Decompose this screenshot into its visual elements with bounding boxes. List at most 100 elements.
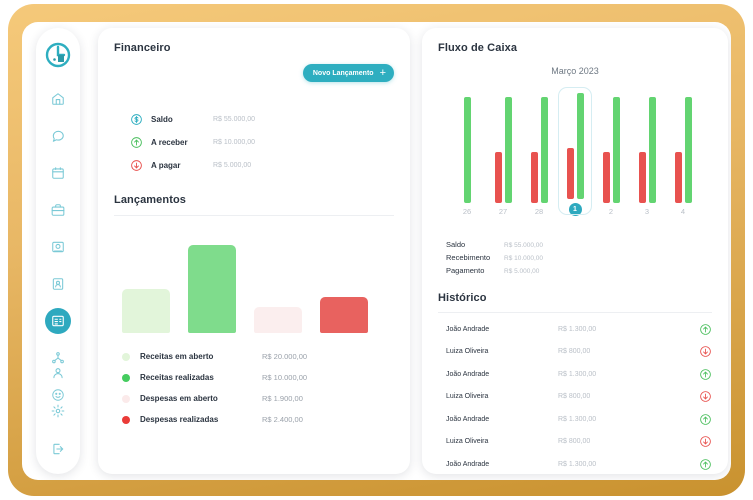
summary-row-a-receber: A receber R$ 10.000,00 <box>130 131 255 153</box>
list-item[interactable]: João Andrade R$ 1.300,00 <box>446 453 712 474</box>
add-entry-label: Novo Lançamento <box>312 69 374 77</box>
fluxo-month-label: Março 2023 <box>551 66 599 76</box>
legend-item: Receitas em aberto R$ 20.000,00 <box>122 346 307 367</box>
day-label: 3 <box>644 207 650 216</box>
fluxo-day-26[interactable]: 26 <box>452 97 482 216</box>
day-label-selected: 1 <box>560 203 590 216</box>
sidebar <box>36 28 80 474</box>
arrow-down-circle-icon <box>699 345 712 358</box>
sidebar-item-briefcase[interactable] <box>45 197 71 223</box>
historico-value: R$ 1.300,00 <box>558 370 597 378</box>
legend-item: Receitas realizadas R$ 10.000,00 <box>122 367 307 388</box>
arrow-down-circle-icon <box>130 159 143 172</box>
fluxo-day-3[interactable]: 3 <box>632 97 662 216</box>
legend-label: Receitas em aberto <box>140 352 214 361</box>
legend-value: R$ 1.900,00 <box>262 394 303 403</box>
bar-receitas-realizadas[interactable] <box>188 245 236 333</box>
sidebar-item-logout[interactable] <box>45 436 71 462</box>
fluxo-day-1-selected[interactable]: 1 <box>558 87 592 216</box>
day-label: 26 <box>462 207 472 216</box>
day-label: 27 <box>498 207 508 216</box>
bar-despesas-realizadas[interactable] <box>320 297 368 333</box>
app-screen: Financeiro Novo Lançamento + Saldo R$ 55… <box>22 22 731 480</box>
total-label: Recebimento <box>446 253 491 262</box>
legend-value: R$ 10.000,00 <box>262 373 308 382</box>
fluxo-title: Fluxo de Caixa <box>438 42 518 54</box>
lancamentos-chart <box>98 233 410 333</box>
list-item[interactable]: João Andrade R$ 1.300,00 <box>446 363 712 386</box>
sidebar-item-help[interactable] <box>45 382 71 408</box>
arrow-up-circle-icon <box>699 323 712 336</box>
historico-name: João Andrade <box>446 415 490 423</box>
total-label: Saldo <box>446 240 466 249</box>
historico-section-header: Histórico <box>438 292 712 313</box>
historico-value: R$ 800,00 <box>558 438 591 446</box>
fluxo-de-caixa-card: Fluxo de Caixa Março 2023 26 <box>422 28 728 474</box>
lancamentos-title: Lançamentos <box>114 194 187 206</box>
add-entry-button[interactable]: Novo Lançamento + <box>302 64 394 82</box>
legend-swatch-icon <box>122 394 130 403</box>
lancamentos-section-header: Lançamentos <box>114 194 394 216</box>
sidebar-item-stamp[interactable] <box>45 234 71 260</box>
total-row-recebimento: Recebimento R$ 10.000,00 <box>446 253 543 266</box>
bar-recebimento <box>612 97 620 203</box>
historico-value: R$ 1.300,00 <box>558 325 597 333</box>
dollar-circle-icon <box>130 113 143 126</box>
list-item[interactable]: Luiza Oliveira R$ 800,00 <box>446 431 712 454</box>
historico-value: R$ 800,00 <box>558 393 591 401</box>
list-item[interactable]: Luiza Oliveira R$ 800,00 <box>446 386 712 409</box>
page-title: Financeiro <box>114 42 171 54</box>
legend-label: Despesas em aberto <box>140 394 218 403</box>
sidebar-item-home[interactable] <box>45 86 71 112</box>
historico-name: Luiza Oliveira <box>446 438 489 446</box>
total-value: R$ 5.000,00 <box>504 268 540 275</box>
sidebar-item-settings[interactable] <box>45 398 71 424</box>
sidebar-item-chat[interactable] <box>45 123 71 149</box>
bar-pagamento <box>494 152 502 203</box>
sidebar-item-profile[interactable] <box>45 360 71 386</box>
total-row-pagamento: Pagamento R$ 5.000,00 <box>446 266 543 279</box>
app-logo[interactable] <box>43 40 73 70</box>
bar-pagamento <box>638 152 646 203</box>
sidebar-item-finance[interactable] <box>45 308 71 334</box>
list-item[interactable]: João Andrade R$ 1.300,00 <box>446 318 712 341</box>
summary-value: R$ 55.000,00 <box>213 115 256 123</box>
bar-despesas-em-aberto[interactable] <box>254 307 302 333</box>
list-item[interactable]: Luiza Oliveira R$ 800,00 <box>446 341 712 364</box>
bar-recebimento <box>648 97 656 203</box>
historico-name: João Andrade <box>446 325 490 333</box>
legend-item: Despesas realizadas R$ 2.400,00 <box>122 409 307 430</box>
historico-value: R$ 800,00 <box>558 348 591 356</box>
bar-receitas-em-aberto[interactable] <box>122 289 170 333</box>
financeiro-card: Financeiro Novo Lançamento + Saldo R$ 55… <box>98 28 410 474</box>
day-label: 2 <box>608 207 614 216</box>
total-row-saldo: Saldo R$ 55.000,00 <box>446 240 543 253</box>
summary-label: A pagar <box>151 160 181 170</box>
summary-label: Saldo <box>151 114 173 124</box>
fluxo-day-2[interactable]: 2 <box>596 97 626 216</box>
legend-label: Despesas realizadas <box>140 415 219 424</box>
fluxo-day-28[interactable]: 28 <box>524 97 554 216</box>
arrow-up-circle-icon <box>699 458 712 471</box>
historico-name: João Andrade <box>446 460 490 468</box>
sidebar-item-contacts[interactable] <box>45 271 71 297</box>
fluxo-day-27[interactable]: 27 <box>488 97 518 216</box>
fluxo-chart: 26 27 28 <box>452 87 698 216</box>
historico-value: R$ 1.300,00 <box>558 415 597 423</box>
bar-recebimento <box>684 97 692 203</box>
legend-swatch-icon <box>122 352 130 361</box>
summary-row-saldo: Saldo R$ 55.000,00 <box>130 108 255 130</box>
legend-item: Despesas em aberto R$ 1.900,00 <box>122 388 307 409</box>
day-label: 4 <box>680 207 686 216</box>
bar-recebimento <box>540 97 548 203</box>
bar-pagamento <box>674 152 682 203</box>
list-item[interactable]: João Andrade R$ 1.300,00 <box>446 408 712 431</box>
fluxo-day-4[interactable]: 4 <box>668 97 698 216</box>
arrow-up-circle-icon <box>130 136 143 149</box>
historico-list[interactable]: João Andrade R$ 1.300,00 Luiza Oliveira … <box>446 318 712 474</box>
summary-label: A receber <box>151 137 188 147</box>
device-frame: Financeiro Novo Lançamento + Saldo R$ 55… <box>8 4 745 496</box>
sidebar-item-network[interactable] <box>45 345 71 371</box>
plus-icon: + <box>379 66 386 79</box>
sidebar-item-calendar[interactable] <box>45 160 71 186</box>
